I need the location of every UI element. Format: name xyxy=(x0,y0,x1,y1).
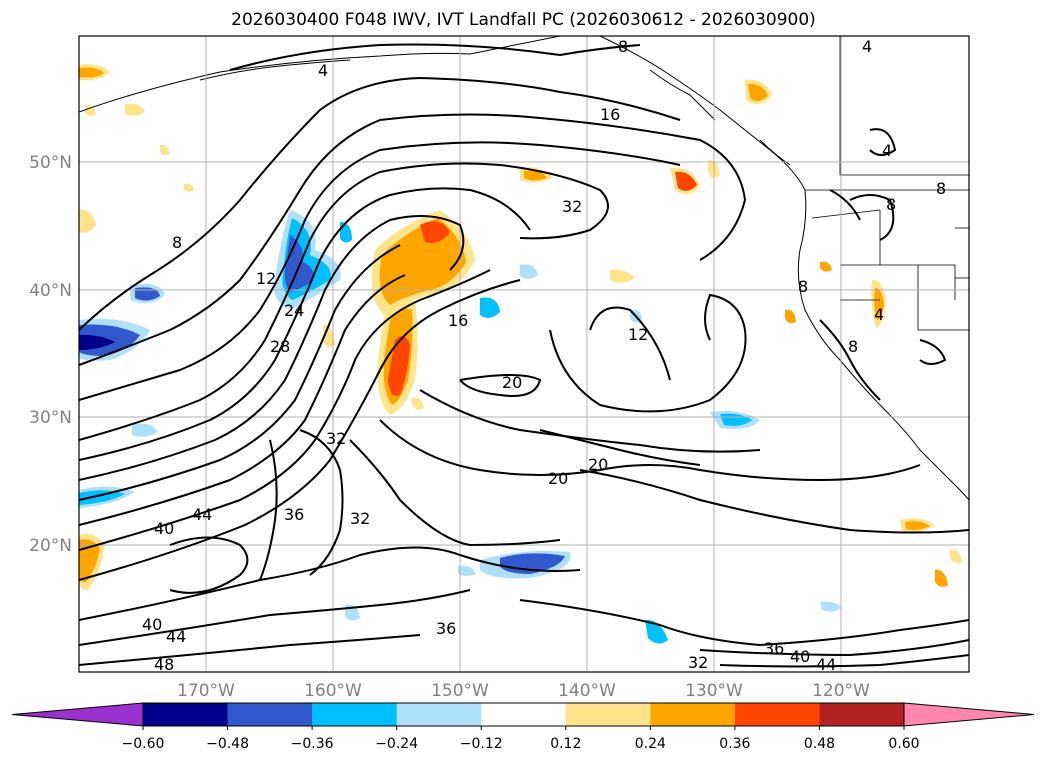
colorbar-swatch xyxy=(734,703,820,726)
colorbar-swatch xyxy=(819,703,905,726)
lat-label: 50°N xyxy=(29,153,72,173)
colorbar-tick-label: −0.36 xyxy=(291,736,334,752)
colorbar-swatch xyxy=(481,703,567,726)
contour-label: 20 xyxy=(502,373,522,392)
iwv-contours xyxy=(79,43,969,668)
contour-label: 16 xyxy=(600,105,620,124)
contour-label: 8 xyxy=(936,179,946,198)
contour-label: 44 xyxy=(816,655,836,674)
contour-label: 44 xyxy=(166,627,186,646)
colorbar-tick-label: −0.24 xyxy=(375,736,418,752)
contour-label: 32 xyxy=(688,653,708,672)
contour-label: 36 xyxy=(764,639,784,658)
contour-label: 40 xyxy=(790,647,810,666)
contour-label: 36 xyxy=(436,619,456,638)
contour-label: 28 xyxy=(270,337,290,356)
map-frame xyxy=(78,35,970,673)
lat-label: 30°N xyxy=(29,408,72,428)
contour-label: 8 xyxy=(172,233,182,252)
colorbar-swatch xyxy=(143,703,229,726)
lat-label: 20°N xyxy=(29,536,72,556)
longitude-labels: 170°W 160°W 150°W 140°W 130°W 120°W xyxy=(177,681,870,701)
lon-label: 130°W xyxy=(685,681,743,701)
contour-label: 4 xyxy=(882,141,892,160)
contour-label: 12 xyxy=(628,325,648,344)
colorbar-swatch xyxy=(565,703,651,726)
contour-label: 8 xyxy=(848,337,858,356)
colorbar-swatch xyxy=(312,703,398,726)
latitude-labels: 50°N 40°N 30°N 20°N xyxy=(29,153,72,556)
contour-label: 44 xyxy=(192,505,212,524)
contour-label: 20 xyxy=(588,455,608,474)
contour-label: 24 xyxy=(284,301,304,320)
contour-label: 40 xyxy=(142,615,162,634)
lat-label: 40°N xyxy=(29,281,72,301)
contour-label: 8 xyxy=(798,277,808,296)
contour-label: 40 xyxy=(154,519,174,538)
contour-label: 32 xyxy=(326,429,346,448)
contour-label: 12 xyxy=(256,269,276,288)
political-borders xyxy=(805,36,969,331)
colorbar-swatch xyxy=(227,703,313,726)
contour-label: 16 xyxy=(448,311,468,330)
lon-label: 140°W xyxy=(558,681,616,701)
colorbar-tick-label: 0.36 xyxy=(719,736,750,752)
colorbar-extend-high xyxy=(903,702,1035,727)
contour-label: 4 xyxy=(318,61,328,80)
colorbar-tick-label: 0.48 xyxy=(804,736,835,752)
colorbar-tick-label: −0.48 xyxy=(206,736,249,752)
map-title: 2026030400 F048 IWV, IVT Landfall PC (20… xyxy=(231,10,816,30)
colorbar-tick-label: 0.12 xyxy=(550,736,581,752)
colorbar-swatch xyxy=(650,703,736,726)
colorbar-tick-label: −0.60 xyxy=(122,736,165,752)
contour-label: 36 xyxy=(284,505,304,524)
contour-label: 4 xyxy=(874,305,884,324)
lon-label: 160°W xyxy=(304,681,362,701)
contour-label: 32 xyxy=(562,197,582,216)
lon-label: 150°W xyxy=(431,681,489,701)
contour-label: 32 xyxy=(350,509,370,528)
lon-label: 170°W xyxy=(177,681,235,701)
colorbar-extend-low xyxy=(11,702,144,727)
contour-label: 48 xyxy=(154,655,174,674)
colorbar: −0.60 −0.48 −0.36 −0.24 −0.12 0.12 0.24 0.36 0.4… xyxy=(11,702,1035,752)
colorbar-tick-label: −0.12 xyxy=(460,736,503,752)
colorbar-tick-label: 0.24 xyxy=(635,736,666,752)
contour-label: 8 xyxy=(618,37,628,56)
map-plot-area: 4 4 4 4 8 8 8 8 8 8 12 12 16 16 20 20 20… xyxy=(79,36,969,674)
contour-label: 8 xyxy=(886,195,896,214)
contour-label: 4 xyxy=(862,37,872,56)
contour-labels: 4 4 4 4 8 8 8 8 8 8 12 12 16 16 20 20 20… xyxy=(142,37,946,674)
colorbar-frame xyxy=(142,702,905,727)
contour-label: 20 xyxy=(548,469,568,488)
graticule xyxy=(79,36,969,672)
lon-label: 120°W xyxy=(812,681,870,701)
colorbar-swatch xyxy=(396,703,482,726)
colorbar-tick-label: 0.60 xyxy=(888,736,919,752)
